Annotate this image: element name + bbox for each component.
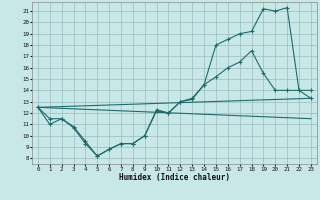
X-axis label: Humidex (Indice chaleur): Humidex (Indice chaleur) [119,173,230,182]
